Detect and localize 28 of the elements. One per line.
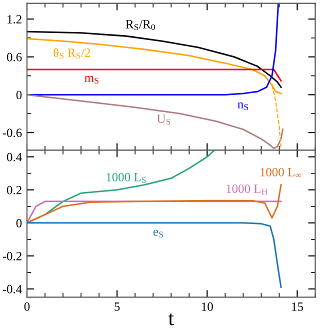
line-series: [26, 3, 280, 96]
x-axis-title: t: [168, 313, 174, 326]
line-series: [26, 184, 282, 224]
line-series: [26, 30, 282, 88]
y-tick-label: -0.6: [2, 128, 22, 138]
y-tick-label: -0.2: [2, 252, 22, 260]
series-label: θ$_{S}$ R$_{S}$/2: [54, 48, 90, 59]
y-tick-label: 0: [16, 218, 22, 228]
y-tick-label: 0.4: [6, 152, 22, 162]
series-label: 1000 L$_{S}$: [106, 172, 146, 184]
series-label: U$_{S}$: [156, 114, 170, 125]
y-tick-label: 0.2: [6, 186, 22, 194]
y-tick-label: 0.6: [6, 52, 22, 62]
series-label: 1000 L$_{∞}$: [260, 168, 302, 178]
line-series: [26, 222, 282, 288]
x-tick-label: 10: [202, 302, 213, 311]
x-tick-label: 0: [24, 302, 30, 311]
series-label: e$_{S}$: [153, 230, 163, 238]
y-tick-label: 1.2: [8, 15, 22, 24]
x-tick-label: 5: [114, 302, 120, 311]
legend-label: R$_{S}$/R$_{0}$: [126, 20, 155, 30]
y-tick-label: 0: [16, 90, 22, 100]
line-series: [26, 94, 284, 150]
y-tick-label: -0.4: [2, 284, 22, 294]
series-label: n$_{S}$: [238, 102, 248, 110]
series-label: m$_{S}$: [84, 76, 98, 84]
x-tick-label: 15: [292, 302, 303, 311]
series-label: 1000 L$_{H}$: [226, 184, 268, 195]
